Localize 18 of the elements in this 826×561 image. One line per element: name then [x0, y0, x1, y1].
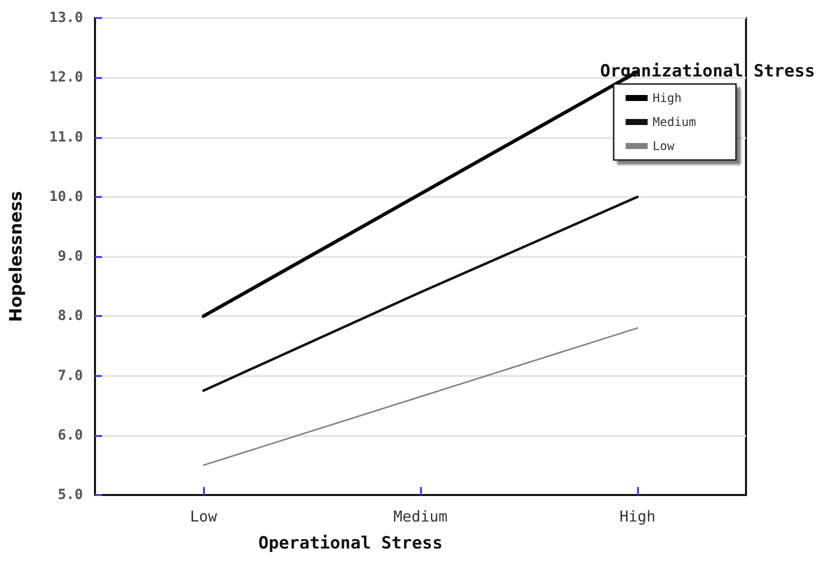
y-tick-label: 12.0: [49, 70, 83, 86]
x-axis-title: Operational Stress: [258, 534, 443, 554]
legend-label: Medium: [652, 115, 696, 129]
y-tick-label: 10.0: [49, 188, 83, 205]
x-tick-label: Low: [190, 508, 218, 526]
y-tick-label: 13.0: [49, 10, 83, 26]
legend-title: Organizational Stress: [600, 62, 816, 82]
x-tick-label: High: [619, 508, 656, 526]
legend-label: High: [652, 91, 682, 105]
y-tick-label: 11.0: [49, 129, 83, 146]
y-axis-title: Hopelessness: [6, 190, 26, 322]
y-tick-label: 9.0: [58, 248, 83, 264]
y-tick-label: 6.0: [58, 427, 83, 444]
y-tick-label: 8.0: [58, 308, 83, 324]
y-tick-label: 5.0: [58, 487, 83, 503]
legend-label: Low: [652, 139, 676, 153]
x-tick-label: Medium: [393, 508, 448, 526]
y-tick-label: 7.0: [58, 368, 83, 384]
